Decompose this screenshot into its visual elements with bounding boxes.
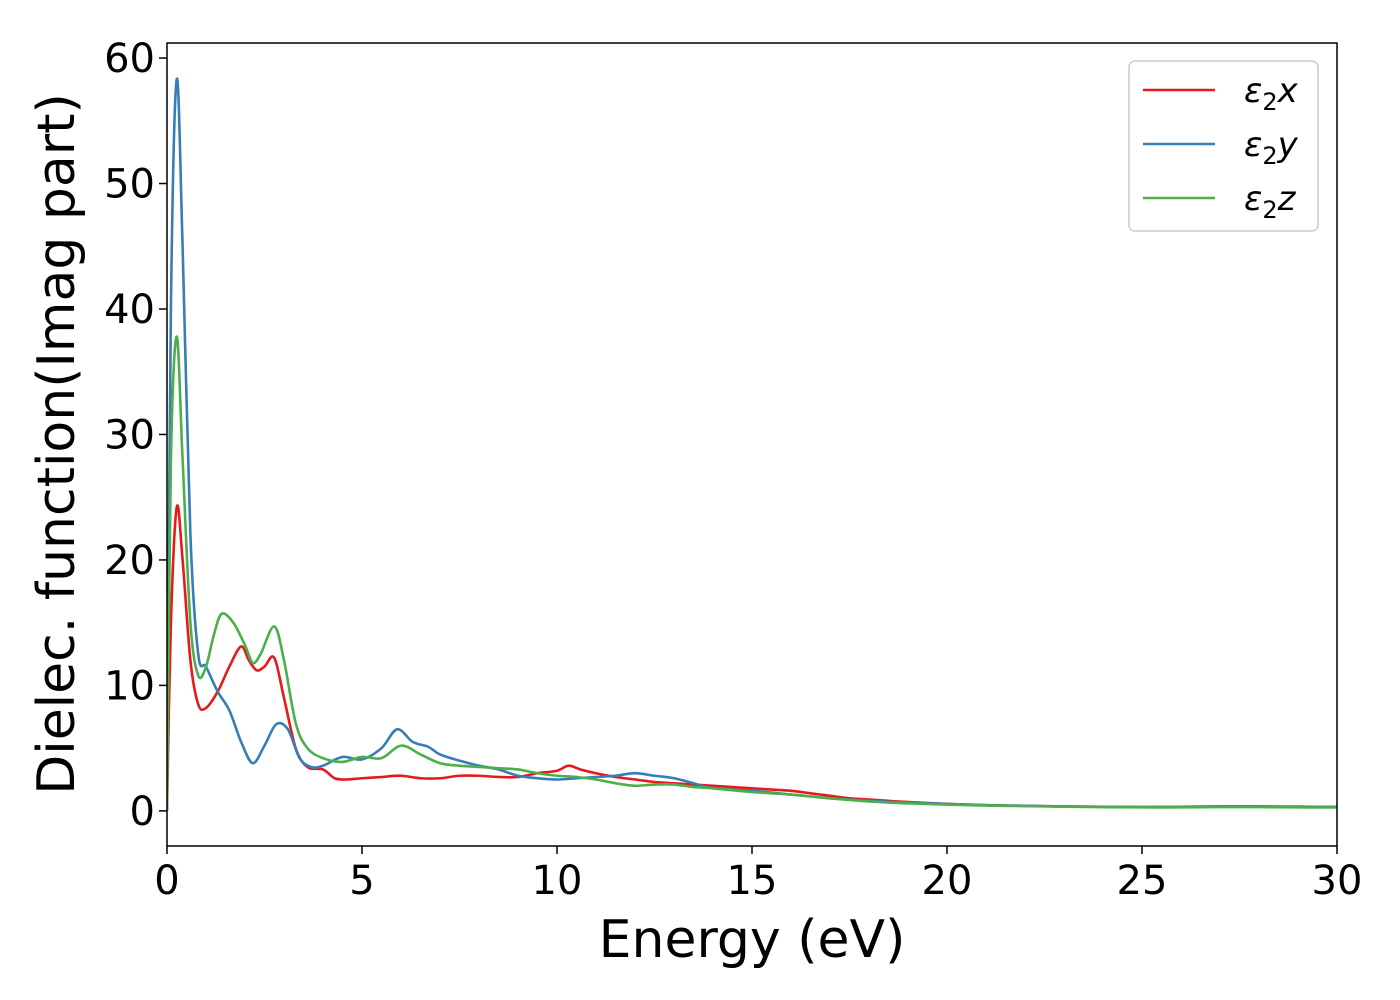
y-tick-label: 40: [104, 287, 155, 333]
x-tick-label: 10: [532, 858, 583, 904]
x-axis-ticks: 0 5 10 15 20 25 30: [154, 846, 1362, 904]
legend-box: [1128, 60, 1319, 232]
x-axis-label: Energy (eV): [599, 910, 906, 970]
legend: ε2x ε2y ε2z: [1128, 60, 1319, 232]
y-tick-label: 50: [104, 162, 155, 208]
legend-label-x: ε2x: [1244, 71, 1299, 116]
series-line-z: [167, 335, 1337, 811]
y-tick-label: 10: [104, 663, 155, 709]
y-tick-label: 30: [104, 412, 155, 458]
legend-label-z: ε2z: [1244, 179, 1297, 224]
y-tick-label: 60: [104, 36, 155, 82]
x-tick-label: 15: [727, 858, 778, 904]
y-tick-label: 20: [104, 538, 155, 584]
y-axis-label: Dielec. function(Imag part): [27, 93, 87, 795]
x-tick-label: 0: [154, 858, 179, 904]
legend-label-y: ε2y: [1244, 125, 1299, 170]
x-tick-label: 20: [922, 858, 973, 904]
x-tick-label: 5: [349, 858, 374, 904]
x-tick-label: 30: [1312, 858, 1363, 904]
y-axis-ticks: 0 10 20 30 40 50 60: [104, 36, 167, 835]
y-tick-label: 0: [130, 789, 155, 835]
series-layer: [167, 77, 1337, 811]
x-tick-label: 25: [1117, 858, 1168, 904]
